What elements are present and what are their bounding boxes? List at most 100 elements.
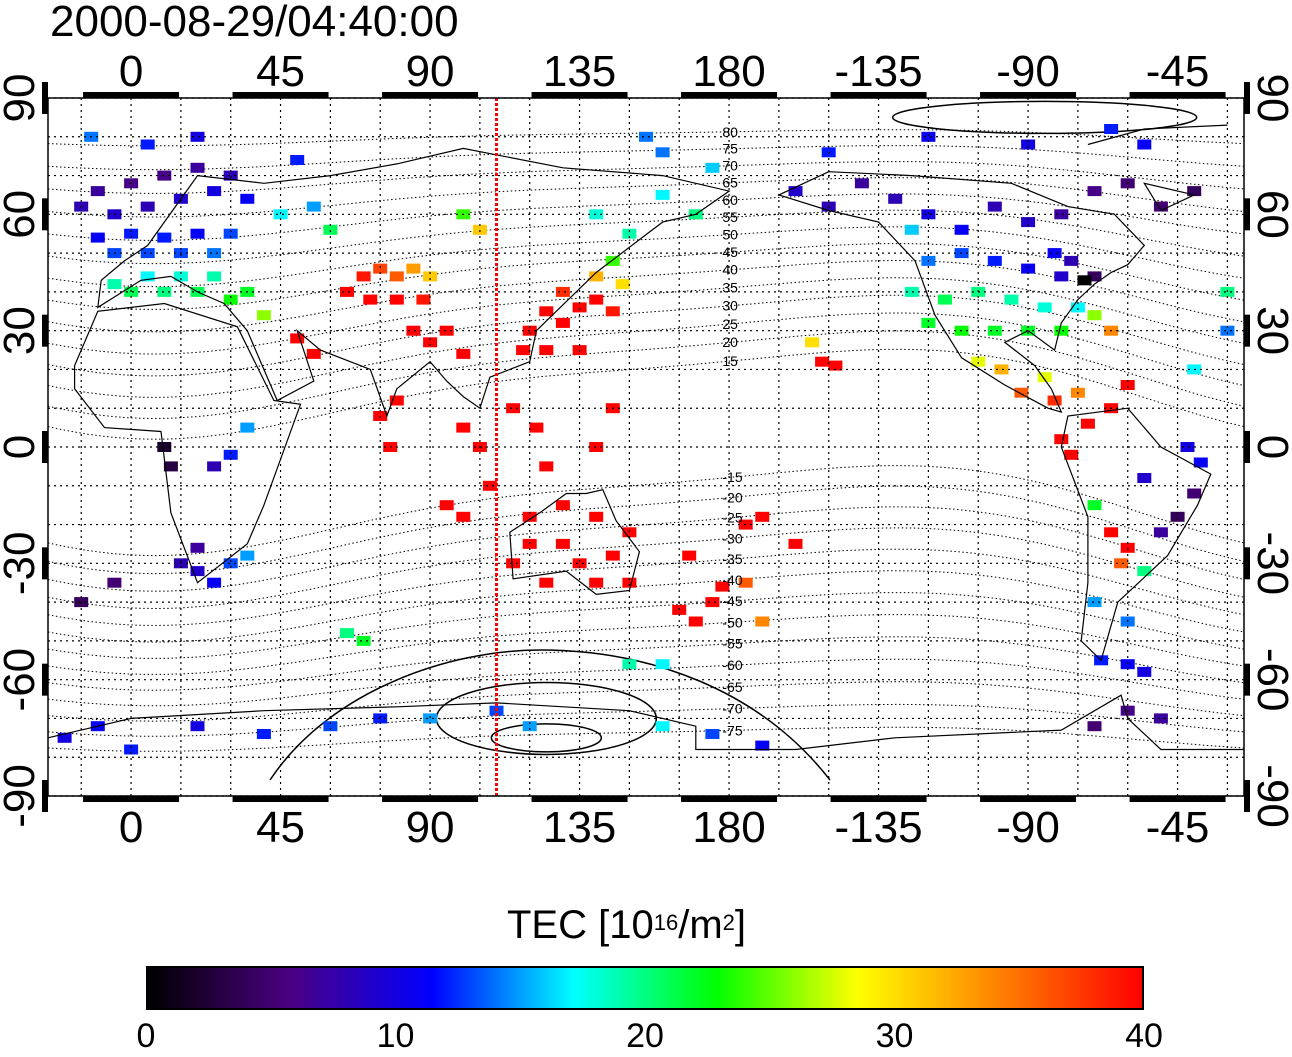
tec-cell xyxy=(705,162,720,173)
tec-cell xyxy=(655,721,670,732)
colorbar-tick-label: 10 xyxy=(376,1017,415,1055)
top-frame-tick xyxy=(232,92,329,98)
tec-cell xyxy=(389,395,404,406)
tec-cell xyxy=(1021,139,1036,150)
tec-cell xyxy=(516,345,531,356)
tec-cell xyxy=(555,538,570,549)
tec-cell xyxy=(207,186,222,197)
right-lat-label: 90 xyxy=(1248,74,1292,123)
tec-cell xyxy=(529,422,544,433)
tec-cell xyxy=(472,224,487,235)
contour-label: -65 xyxy=(722,679,742,695)
tec-cell xyxy=(157,286,172,297)
axis-labels: 0 45 90 135 180 -135 -90 -450 45 90 135 180 -135 -90-… xyxy=(0,47,1292,852)
tec-cell xyxy=(506,403,521,414)
right-frame-tick xyxy=(1244,198,1250,231)
left-lat-label: 60 xyxy=(0,190,44,239)
colorbar-tick-label: 20 xyxy=(626,1017,664,1055)
tec-cell xyxy=(1114,558,1129,569)
tec-cell xyxy=(1070,302,1085,313)
tec-cell xyxy=(755,740,770,751)
tec-cell xyxy=(456,422,471,433)
tec-cell xyxy=(1047,248,1062,259)
tec-cell xyxy=(655,147,670,158)
tec-cell xyxy=(207,271,222,282)
top-lon-label: 135 xyxy=(543,47,616,96)
tec-cell xyxy=(223,558,238,569)
tec-cell xyxy=(589,511,604,522)
tec-cell xyxy=(57,732,72,743)
contour-line xyxy=(47,209,1245,265)
tec-cell xyxy=(1170,511,1185,522)
contour-label: -30 xyxy=(722,530,742,546)
contour-label: -35 xyxy=(722,551,742,567)
tec-cell xyxy=(140,271,155,282)
tec-cell xyxy=(1087,271,1102,282)
tec-cell xyxy=(140,248,155,259)
tec-cell xyxy=(1021,217,1036,228)
contour-line xyxy=(47,259,1245,333)
tec-cell xyxy=(223,170,238,181)
contour-line xyxy=(47,485,1245,575)
tec-cell xyxy=(1064,255,1079,266)
tec-cell xyxy=(572,558,587,569)
tec-cell xyxy=(622,577,637,588)
bottom-frame-tick xyxy=(681,796,778,802)
tec-cell xyxy=(306,348,321,359)
tec-data-cells xyxy=(57,124,1235,755)
contour-line xyxy=(47,465,1245,557)
tec-cell xyxy=(107,577,122,588)
bottom-frame-tick xyxy=(232,796,329,802)
tec-cell xyxy=(1137,139,1152,150)
left-frame-tick xyxy=(42,547,48,580)
tec-cell xyxy=(190,228,205,239)
tec-cell xyxy=(1120,542,1135,553)
tec-cell xyxy=(1004,294,1019,305)
bottom-lon-label: 0 xyxy=(119,803,143,852)
right-frame-tick xyxy=(1244,547,1250,580)
tec-cell xyxy=(921,317,936,328)
left-lat-label: 30 xyxy=(0,306,44,355)
tec-cell xyxy=(682,550,697,561)
tec-cell xyxy=(373,713,388,724)
tec-cell xyxy=(416,294,431,305)
tec-cell xyxy=(373,263,388,274)
top-frame-tick xyxy=(830,92,927,98)
tec-cell xyxy=(605,255,620,266)
tec-cell xyxy=(1047,395,1062,406)
tec-cell xyxy=(207,577,222,588)
tec-cell xyxy=(522,511,537,522)
tec-cell xyxy=(1180,442,1195,452)
tec-cell xyxy=(223,228,238,239)
contour-line xyxy=(47,330,1245,420)
right-frame-tick xyxy=(1244,82,1250,114)
top-frame-tick xyxy=(1129,92,1226,98)
tec-cell xyxy=(223,449,238,460)
tec-cell xyxy=(107,279,122,290)
graticule xyxy=(48,97,1244,797)
map-title: 2000-08-29/04:40:00 xyxy=(50,0,459,46)
tec-cell xyxy=(921,209,936,220)
bottom-frame-tick xyxy=(830,796,927,802)
tec-cell xyxy=(615,279,630,290)
tec-cell xyxy=(1021,263,1036,274)
colorbar-tick-label: 0 xyxy=(136,1017,156,1055)
tec-cell xyxy=(1087,310,1102,321)
tec-cell xyxy=(1187,488,1202,499)
contour-line xyxy=(47,548,1245,627)
bottom-frame-tick xyxy=(1129,796,1226,802)
tec-cell xyxy=(163,461,178,472)
tec-cell xyxy=(1220,325,1235,336)
contour-label: 25 xyxy=(722,316,738,332)
tec-cell xyxy=(1087,186,1102,197)
bottom-lon-label: 90 xyxy=(406,803,455,852)
tec-cell xyxy=(173,271,188,282)
tec-cell xyxy=(290,155,305,165)
contour-label: -60 xyxy=(722,657,742,673)
tec-cell xyxy=(356,635,371,646)
tec-cell xyxy=(589,442,604,452)
tec-cell xyxy=(589,294,604,305)
top-frame-tick xyxy=(83,92,180,98)
tec-cell xyxy=(755,616,770,627)
